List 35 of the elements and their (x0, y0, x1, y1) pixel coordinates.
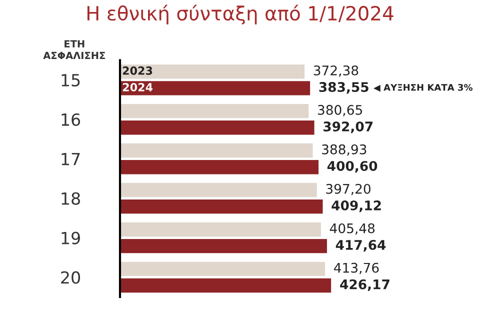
bar (120, 262, 326, 276)
y-tick-label: 19 (62, 232, 80, 244)
text: ◀ ΑΥΞΗΣΗ ΚΑΤΑ 3% (373, 84, 473, 92)
data-label: 405,48 (330, 223, 375, 235)
y-axis-title: ΕΤΗ ΑΣΦΑΛΙΣΗΣ (43, 40, 105, 60)
data-label: 372,38 (314, 65, 358, 77)
data-label: 426,17 (340, 279, 390, 292)
y-tick-label: 20 (61, 271, 80, 284)
data-label: 413,76 (334, 262, 379, 274)
bar (120, 238, 327, 254)
data-label: 383,55 (319, 82, 368, 94)
data-label: 388,93 (322, 144, 366, 156)
bar (120, 199, 323, 214)
data-label: 400,60 (327, 160, 378, 173)
data-label: 417,64 (336, 240, 386, 252)
y-tick-label: 17 (62, 153, 80, 166)
bar (120, 81, 310, 96)
y-tick-label: 16 (62, 113, 80, 126)
data-label: 392,07 (324, 121, 372, 134)
bar (120, 104, 309, 118)
data-label: 409,12 (332, 200, 381, 212)
y-tick-label: 15 (62, 74, 80, 86)
bar (120, 120, 314, 135)
data-label: 380,65 (318, 104, 362, 116)
y-tick-label: 18 (62, 192, 80, 205)
bar (120, 222, 321, 237)
bar (120, 64, 305, 79)
series-label: 2024 (122, 83, 153, 92)
series-label: 2023 (122, 66, 152, 75)
chart-title: Η εθνική σύνταξη από 1/1/2024 (87, 4, 394, 24)
bar (120, 143, 313, 158)
bar (120, 278, 332, 293)
bar (120, 182, 317, 198)
data-label: 397,20 (326, 184, 370, 196)
bar (120, 160, 319, 174)
